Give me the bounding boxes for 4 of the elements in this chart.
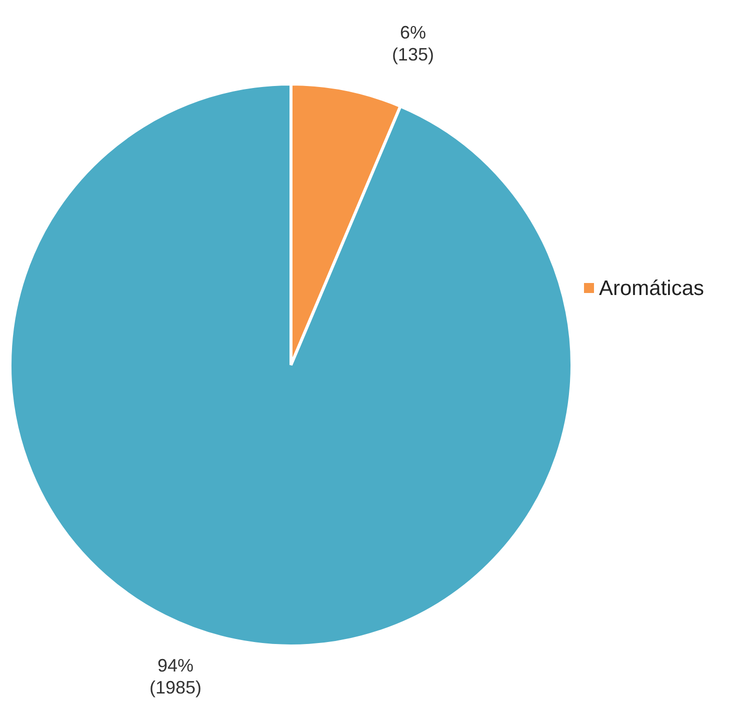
pie-slice (8, 82, 574, 648)
legend-label: Aromáticas (599, 277, 704, 300)
data-label: 6% (135) (392, 22, 434, 64)
data-label: 94% (1985) (149, 656, 202, 698)
